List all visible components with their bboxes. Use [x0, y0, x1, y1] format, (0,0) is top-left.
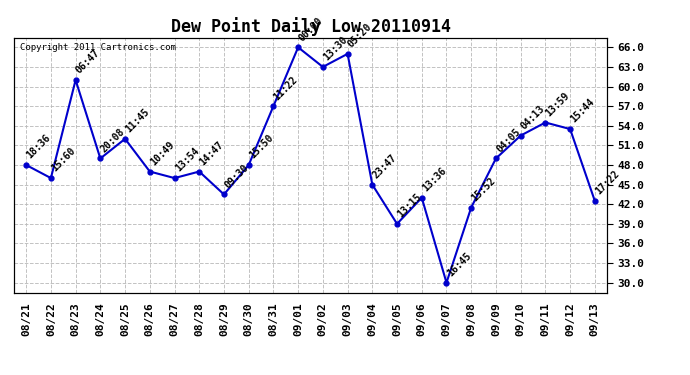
- Text: 16:45: 16:45: [445, 251, 473, 279]
- Text: 15:44: 15:44: [569, 97, 596, 125]
- Text: 20:08: 20:08: [99, 126, 127, 154]
- Text: 13:15: 13:15: [395, 192, 424, 220]
- Text: 09:30: 09:30: [222, 162, 250, 190]
- Title: Dew Point Daily Low 20110914: Dew Point Daily Low 20110914: [170, 17, 451, 36]
- Text: 06:47: 06:47: [74, 48, 102, 76]
- Text: 05:20: 05:20: [346, 22, 374, 50]
- Text: 18:36: 18:36: [25, 133, 52, 161]
- Text: 11:22: 11:22: [272, 74, 299, 102]
- Text: 10:49: 10:49: [148, 140, 176, 167]
- Text: 04:13: 04:13: [519, 104, 547, 131]
- Text: 13:59: 13:59: [544, 90, 572, 118]
- Text: 17:22: 17:22: [593, 169, 621, 197]
- Text: Copyright 2011 Cartronics.com: Copyright 2011 Cartronics.com: [20, 43, 176, 52]
- Text: 15:50: 15:50: [247, 133, 275, 161]
- Text: 00:00: 00:00: [297, 15, 324, 43]
- Text: 04:05: 04:05: [495, 126, 522, 154]
- Text: 15:52: 15:52: [470, 176, 497, 203]
- Text: 15:60: 15:60: [50, 146, 77, 174]
- Text: 13:36: 13:36: [420, 166, 448, 194]
- Text: 23:47: 23:47: [371, 153, 399, 180]
- Text: 11:45: 11:45: [124, 107, 151, 135]
- Text: 13:30: 13:30: [322, 35, 349, 63]
- Text: 13:54: 13:54: [173, 146, 201, 174]
- Text: 14:47: 14:47: [198, 140, 226, 167]
